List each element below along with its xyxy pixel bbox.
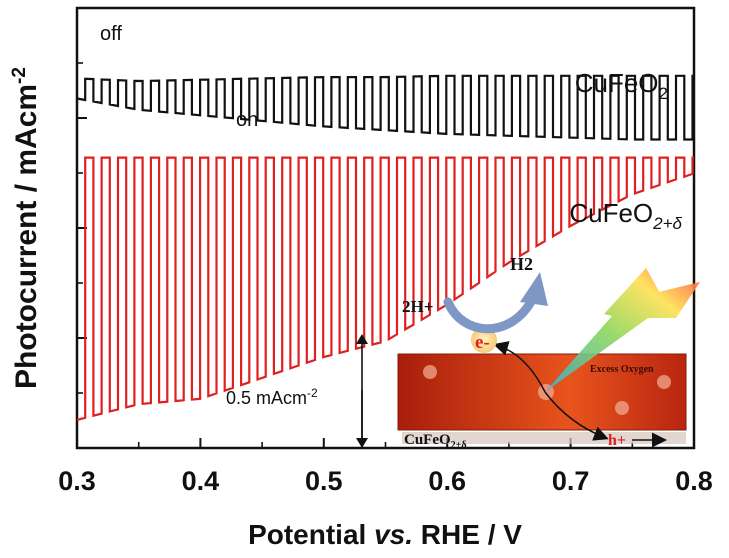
x-tick-label: 0.8 (675, 466, 713, 496)
hydrogen-label: H2 (510, 254, 533, 274)
series-cufeo2-delta-label: CuFeO2+δ (569, 198, 682, 233)
proton-label: 2H+ (402, 297, 433, 316)
inset-schematic: Excess Oxygen CuFeO2+δ e- 2H+ H2 h+ (397, 254, 700, 451)
off-annotation: off (100, 23, 122, 45)
x-tick-label: 0.6 (428, 466, 466, 496)
oxygen-dot (615, 401, 629, 415)
hole-path-arrow (544, 391, 609, 441)
reaction-arrow-head-icon (520, 272, 548, 306)
electron-path-arrow (493, 341, 546, 393)
electron-label: e- (475, 332, 490, 353)
film-shadow (402, 432, 686, 444)
film-material-label: CuFeO2+δ (404, 432, 467, 451)
electron-glow (471, 327, 497, 353)
reaction-arrow-icon (443, 295, 537, 334)
hole-label: h+ (608, 432, 626, 449)
light-bolt-icon (545, 268, 700, 392)
oxygen-dot (657, 375, 671, 389)
scale-bar-label: 0.5 mAcm-2 (226, 386, 318, 408)
x-axis-label: Potential vs. RHE / V (248, 519, 522, 550)
on-annotation: on (236, 109, 258, 131)
x-tick-label: 0.7 (552, 466, 590, 496)
y-axis-label: Photocurrent / mAcm-2 (9, 67, 43, 389)
series-cufeo2-delta-trace (76, 156, 694, 421)
x-tick-label: 0.5 (305, 466, 343, 496)
x-tick-label: 0.3 (58, 466, 96, 496)
x-ticks: 0.3 0.4 0.5 0.6 0.7 0.8 (58, 438, 713, 496)
oxygen-dot (423, 365, 437, 379)
excess-oxygen-label: Excess Oxygen (590, 364, 654, 375)
series-cufeo2-trace (76, 74, 694, 141)
series-cufeo2-label: CuFeO2 (575, 68, 668, 103)
x-tick-label: 0.4 (182, 466, 220, 496)
